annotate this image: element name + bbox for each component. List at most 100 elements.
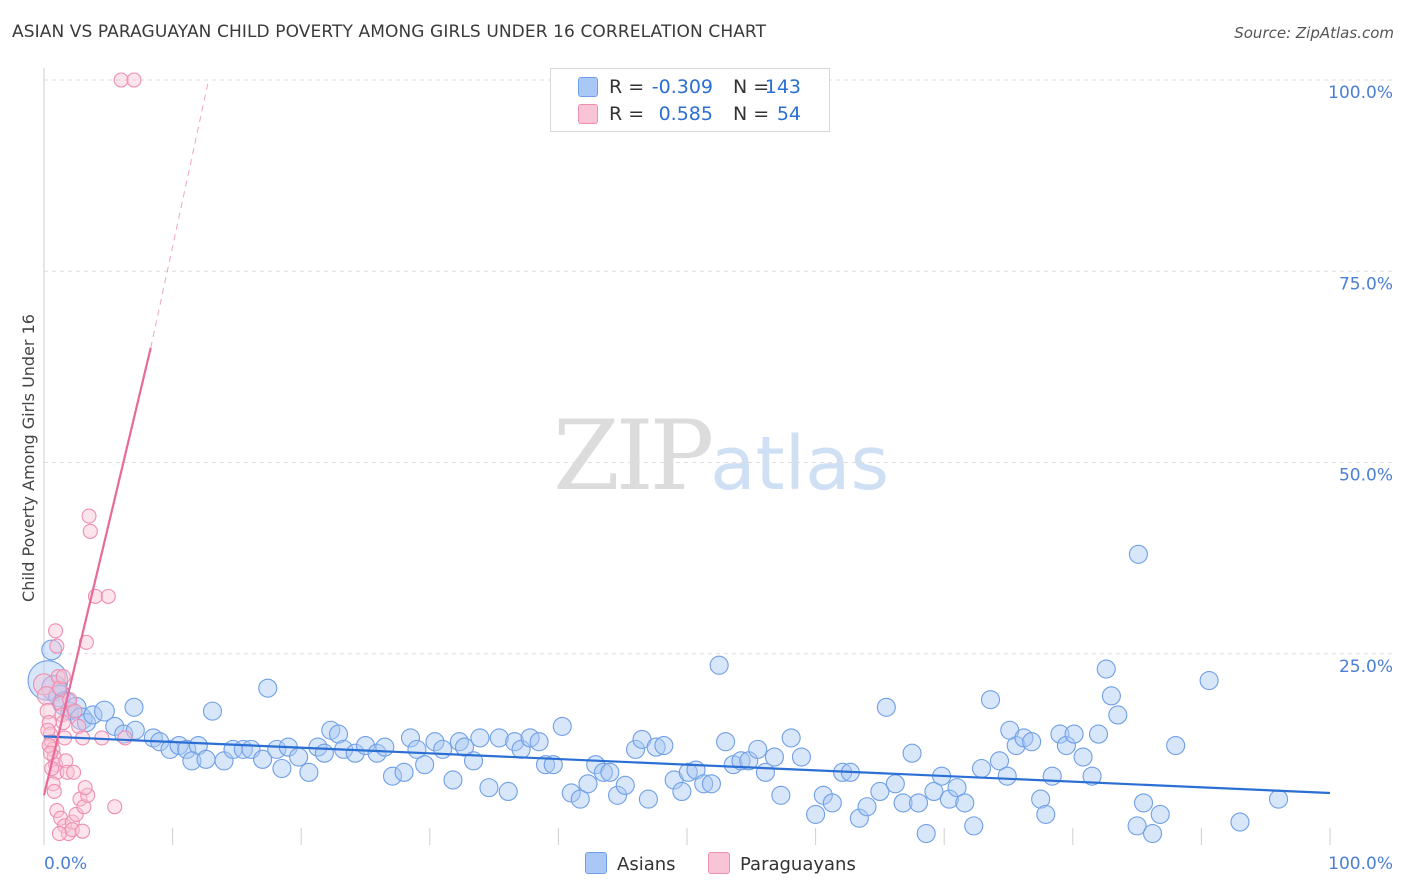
asian-point (433, 739, 453, 759)
paraguayan-point (107, 799, 123, 815)
asian-point (678, 762, 698, 782)
asian-trend-line (43, 735, 1331, 795)
asian-point (716, 732, 736, 752)
paraguayan-point (57, 818, 73, 834)
paraguayan-point (66, 764, 82, 780)
asian-point (646, 737, 666, 757)
asian-point (791, 747, 812, 767)
asian-point (543, 755, 563, 775)
tick-labels: 25.0% 50.0% 75.0% 100.0% 0.0% 100.0% (44, 83, 1393, 874)
legend-r-label: R = (609, 103, 645, 125)
asian-point (394, 762, 414, 782)
paraguayan-point (76, 799, 92, 815)
legend-r-label: R = (609, 76, 645, 98)
asian-point (947, 778, 967, 798)
stats-legend: R = -0.309 N = 143 R = 0.585 N = 54 (550, 68, 830, 132)
asian-point (196, 749, 216, 769)
paraguayan-point (100, 588, 116, 604)
legend-item-paraguayans[interactable]: Paraguayans (708, 852, 856, 875)
asian-point (114, 724, 134, 744)
y-tick-label: 50.0% (1339, 466, 1393, 486)
paraguayan-point (51, 825, 67, 842)
asian-point (1150, 804, 1170, 824)
asian-points (27, 544, 1289, 844)
asian-point (83, 705, 103, 725)
paraguayan-point (113, 72, 129, 88)
asian-point (27, 660, 69, 701)
asian-point (638, 789, 658, 809)
asian-point (182, 751, 202, 771)
asian-point (299, 762, 319, 782)
asian-point (479, 778, 499, 798)
asian-point (997, 766, 1017, 786)
asian-point (806, 804, 826, 824)
asian-point (1101, 686, 1121, 706)
paraguayan-point (53, 810, 69, 826)
asian-point (857, 797, 877, 817)
asian-point (701, 774, 721, 794)
asian-point (1073, 747, 1093, 767)
asian-point (202, 701, 223, 721)
paraguayan-point (51, 680, 67, 696)
paraguayan-point (36, 686, 57, 706)
asian-point (449, 732, 469, 752)
asian-point (870, 781, 890, 802)
asian-point (1022, 732, 1042, 752)
asian-point (876, 697, 896, 717)
asian-point (781, 728, 801, 748)
asian-point (578, 774, 598, 794)
asian-point (924, 781, 944, 802)
legend-label-asians: Asians (617, 854, 676, 875)
asian-point (1230, 812, 1250, 832)
asian-point (498, 781, 518, 802)
asian-point (893, 793, 913, 813)
asian-point (902, 743, 922, 763)
paraguayan-point (48, 623, 64, 639)
asian-point (608, 785, 628, 805)
asian-point (258, 678, 278, 698)
paraguayan-point (71, 718, 87, 734)
trend-lines (42, 79, 1331, 796)
paraguayan-point (68, 806, 84, 822)
paraguayan-point (49, 638, 65, 654)
paraguayan-point (82, 523, 98, 539)
paraguayan-point (77, 780, 93, 796)
asian-point (593, 762, 613, 782)
asian-point (771, 785, 791, 805)
legend-n-label: N = (733, 103, 770, 125)
x-tick-label: 100.0% (1328, 854, 1393, 874)
asian-point (93, 700, 115, 722)
asian-point (529, 732, 549, 752)
y-tick-label: 75.0% (1339, 274, 1393, 294)
paraguayan-point (67, 703, 83, 719)
asian-point (989, 751, 1010, 771)
legend-r-value: 0.585 (658, 103, 713, 125)
asian-point (314, 743, 334, 763)
asian-point (415, 755, 435, 775)
paraguayan-point (126, 72, 142, 88)
legend-item-asians[interactable]: Asians (585, 852, 676, 875)
asian-point (672, 781, 692, 802)
chart-title: ASIAN VS PARAGUAYAN CHILD POVERTY AMONG … (12, 22, 767, 42)
asian-point (764, 747, 784, 767)
asian-point (709, 655, 729, 675)
asian-point (1031, 789, 1051, 809)
asian-point (272, 758, 292, 779)
asian-point (1056, 735, 1076, 756)
paraguayan-point (50, 669, 66, 685)
axes (43, 68, 1331, 845)
asian-point (1133, 793, 1154, 813)
asian-point (964, 816, 984, 836)
y-tick-label: 100.0% (1328, 83, 1393, 103)
asian-point (1166, 735, 1186, 756)
asian-point (382, 766, 403, 786)
asian-point (694, 774, 714, 794)
asian-point (267, 739, 287, 759)
paraguayan-point (75, 823, 91, 839)
asian-point (885, 774, 905, 794)
asian-point (971, 758, 992, 779)
asian-point (489, 728, 509, 748)
paraguayan-point (32, 673, 56, 696)
asian-point (1128, 544, 1148, 564)
legend-swatch-asians (585, 852, 607, 874)
